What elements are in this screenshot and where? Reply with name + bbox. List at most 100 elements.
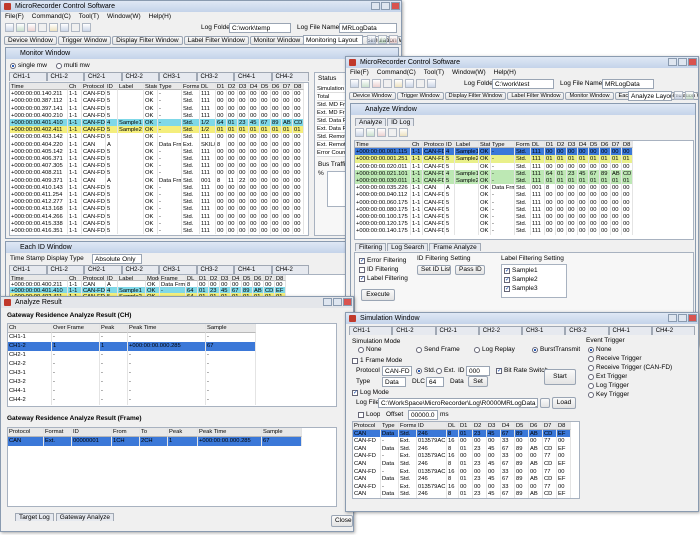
window-button[interactable] [678,314,687,322]
table-row[interactable]: +000:00:00.040.112 1-1 CAN-FD 5 OK - Std. 111 00… [355,191,633,199]
radio-button[interactable] [532,346,538,353]
column-header[interactable]: D2 [227,83,238,91]
event-trigger-option[interactable]: Receive Trigger (CAN-FD) [588,364,672,371]
toolbar-button[interactable] [60,23,69,32]
window-tab[interactable]: Device Window [349,92,396,100]
event-trigger-option[interactable]: Key Trigger [588,391,629,398]
column-header[interactable]: ID [417,422,447,430]
format-std-option[interactable]: Std. [416,367,436,374]
column-header[interactable]: Label [455,141,479,149]
id-field[interactable]: 000 [466,366,490,376]
column-header[interactable]: State [479,141,491,149]
mode-option[interactable]: single mw [10,62,47,69]
column-header[interactable]: ID [106,83,118,91]
window-button[interactable] [668,314,677,322]
radio-button[interactable] [436,367,442,374]
table-row[interactable]: +000:00:00.140.211 1-1 CAN-FD 5 OK - Std. 111 00… [10,90,304,98]
column-header[interactable]: D1 [216,83,227,91]
menu-item[interactable]: File(F) [5,13,24,20]
toolbar-button[interactable] [377,128,386,137]
column-header[interactable]: D5 [515,422,529,430]
channel-tab[interactable]: CH2-1 [435,326,479,335]
dlc-select[interactable]: 64 [426,377,444,387]
label-option-option[interactable]: ✓ Sample2 [504,276,538,283]
analyze-tab[interactable]: Analyze [355,118,387,126]
frame-mode-option[interactable]: 1 Frame Mode [352,357,402,364]
window-tab[interactable]: Trigger Window [57,36,112,45]
table-row[interactable]: CH4-2- - - - [8,396,256,405]
table-row[interactable]: CAN-FD - Ext. 013579AC 16 00 00 00 33 00 00 77 00 [353,452,571,460]
log-file-field[interactable]: MRLogData [602,79,654,89]
start-button[interactable]: Start [544,369,576,385]
table-row[interactable]: CH3-2- - - - [8,378,256,387]
column-header[interactable]: Sample [262,428,302,437]
toolbar-button[interactable] [27,23,36,32]
table-row[interactable]: +000:00:00.120.175 1-1 CAN-FD 5 OK - Std. 111 00… [355,220,633,228]
result-tab[interactable]: Target Log [15,513,54,521]
table-row[interactable]: +000:00:00.410.143 1-1 CAN-FD 5 OK - Std. 111 00… [10,183,304,191]
table-row[interactable]: +000:00:00.387.112 1-1 CAN-FD 5 OK - Std. 111 00… [10,97,304,105]
table-row[interactable]: CAN Data Std. 246 8 01 23 45 67 89 AB CD EF [353,490,571,498]
table-row[interactable]: +000:00:00.415.338 1-1 CAN-FD 5 OK - Std. 111 00… [10,219,304,227]
column-header[interactable]: Format [182,83,200,91]
channel-tab[interactable]: CH3-1 [522,326,566,335]
column-header[interactable]: D3 [567,141,578,149]
column-header[interactable]: Ch [411,141,423,149]
label-option-option[interactable]: ✓ Sample3 [504,285,538,292]
column-header[interactable]: D7 [543,422,557,430]
column-header[interactable]: ID [72,428,112,437]
table-row[interactable]: +000:00:00.405.142 1-1 CAN-FD 5 OK - Std. 111 00… [10,147,304,155]
toolbar-button[interactable] [388,128,397,137]
toolbar-button[interactable] [38,23,47,32]
column-header[interactable]: D7 [264,275,275,281]
filter-tab[interactable]: Filtering [355,243,387,251]
channel-tab[interactable]: CH1-2 [46,265,84,274]
column-header[interactable]: DL [200,83,216,91]
filter-option-option[interactable]: ✓ Error Filtering [359,257,406,264]
toolbar-button[interactable] [361,79,370,88]
column-header[interactable]: D8 [293,83,304,91]
channel-tab[interactable]: CH1-2 [46,72,84,81]
column-header[interactable]: D2 [209,275,220,281]
toolbar-button[interactable] [350,79,359,88]
channel-tab[interactable]: CH3-1 [159,72,197,81]
column-header[interactable]: DL [186,275,198,281]
menu-item[interactable]: Window(W) [452,69,486,76]
table-row[interactable]: CAN-FD - Ext. 013579AC 16 00 00 00 33 00 00 77 00 [353,482,571,491]
toolbar-button[interactable] [5,23,14,32]
column-header[interactable]: Peak Time [128,324,206,333]
toolbar-button[interactable] [16,23,25,32]
table-row[interactable]: CAN Ext. 00000001 1CH 2CH 1 +000:00:00.000.285… [8,437,302,446]
column-header[interactable]: Sample [206,324,256,333]
window-tab[interactable]: Trigger Window [396,92,444,100]
column-header[interactable]: DL [531,141,545,149]
column-header[interactable]: Peak [100,324,128,333]
column-header[interactable]: Protocol [353,422,381,430]
checkbox[interactable]: ✓ [359,257,366,264]
checkbox[interactable]: ✓ [504,276,511,283]
toolbar-button[interactable] [389,35,398,44]
column-header[interactable]: D5 [242,275,253,281]
checkbox[interactable]: ✓ [504,267,511,274]
radio-button[interactable] [588,364,594,371]
table-row[interactable]: CAN Data Std. 246 8 01 23 45 67 89 AB CD EF [353,460,571,468]
column-header[interactable]: D4 [231,275,242,281]
column-header[interactable]: D1 [545,141,556,149]
column-header[interactable]: To [140,428,168,437]
table-row[interactable]: +000:00:00.400.210 1-1 CAN-FD 5 OK - Std. 111 00… [10,111,304,119]
log-file-field[interactable]: MRLogData [339,23,397,33]
column-header[interactable]: D4 [249,83,260,91]
column-header[interactable]: D8 [557,422,571,430]
table-row[interactable]: +000:00:00.400.211 1-1 CAN A OK Data Frm. 8 00 0… [10,281,286,287]
column-header[interactable]: Protocol [82,83,106,91]
column-header[interactable]: Protocol [8,428,44,437]
table-row[interactable]: CH2-1- - - - [8,351,256,360]
radio-button[interactable] [588,355,594,362]
column-header[interactable]: ID [445,141,455,149]
toolbar-button[interactable] [378,35,387,44]
table-row[interactable]: +000:00:00.413.168 1-1 CAN-FD 5 OK - Std. 111 00… [10,205,304,213]
event-trigger-option[interactable]: Log Trigger [588,382,629,389]
event-trigger-option[interactable]: Ext Trigger [588,373,627,380]
